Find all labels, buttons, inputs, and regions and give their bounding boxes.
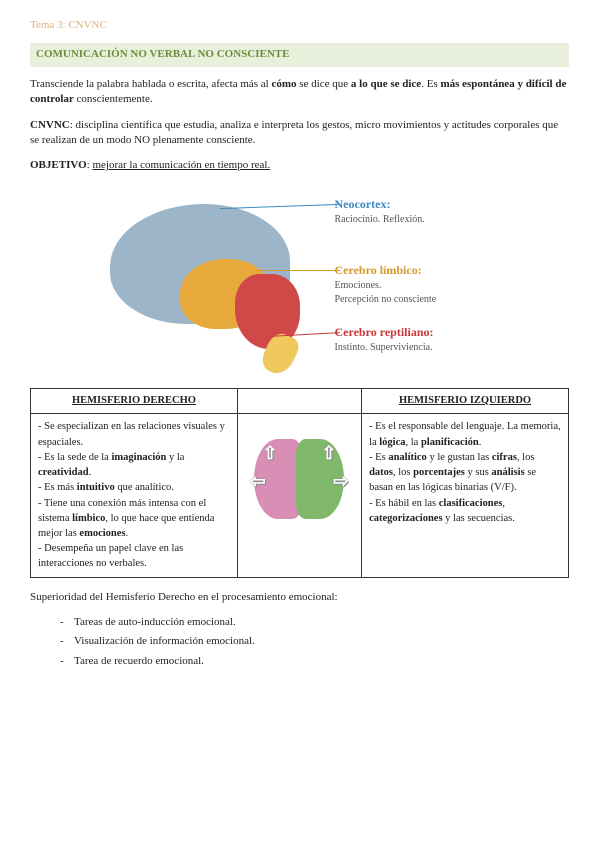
- header-left-hemisphere: HEMISFERIO IZQUIERDO: [362, 388, 569, 414]
- left-hemisphere-cell: - Es el responsable del lenguaje. La mem…: [362, 414, 569, 577]
- superiority-paragraph: Superioridad del Hemisferio Derecho en e…: [30, 590, 569, 605]
- arrow-left-icon: ⇦: [250, 469, 265, 494]
- intro-paragraph-1: Transciende la palabra hablada o escrita…: [30, 77, 569, 108]
- brain-diagram: Neocortex: Raciocinio. Reflexión. Cerebr…: [90, 184, 510, 374]
- emotional-processing-list: Tareas de auto-inducción emocional. Visu…: [60, 615, 569, 669]
- callout-limbic: Cerebro límbico: Emociones. Percepción n…: [335, 262, 437, 307]
- header-center: [237, 388, 361, 414]
- brain-illustration: [110, 204, 310, 354]
- callout-reptilian: Cerebro reptiliano: Instinto. Supervivie…: [335, 324, 434, 355]
- right-hemisphere-cell: - Se especializan en las relaciones visu…: [31, 414, 238, 577]
- objective-paragraph: OBJETIVO: mejorar la comunicación en tie…: [30, 158, 569, 173]
- brain-top-view-cell: ⇦ ⇨ ⇧ ⇧: [237, 414, 361, 577]
- hemisphere-table: HEMISFERIO DERECHO HEMISFERIO IZQUIERDO …: [30, 388, 569, 578]
- header-right-hemisphere: HEMISFERIO DERECHO: [31, 388, 238, 414]
- arrow-up-right-icon: ⇧: [321, 441, 336, 466]
- list-item: Visualización de información emocional.: [60, 634, 569, 649]
- intro-paragraph-2: CNVNC: disciplina científica que estudia…: [30, 118, 569, 149]
- callout-line-2: [255, 270, 340, 271]
- topic-label: Tema 3: CNVNC: [30, 18, 569, 33]
- callout-neocortex: Neocortex: Raciocinio. Reflexión.: [335, 196, 425, 227]
- brain-top-illustration: ⇦ ⇨ ⇧ ⇧: [254, 439, 344, 519]
- arrow-right-icon: ⇨: [333, 469, 348, 494]
- list-item: Tarea de recuerdo emocional.: [60, 654, 569, 669]
- list-item: Tareas de auto-inducción emocional.: [60, 615, 569, 630]
- section-header: COMUNICACIÓN NO VERBAL NO CONSCIENTE: [30, 43, 569, 66]
- arrow-up-left-icon: ⇧: [262, 441, 277, 466]
